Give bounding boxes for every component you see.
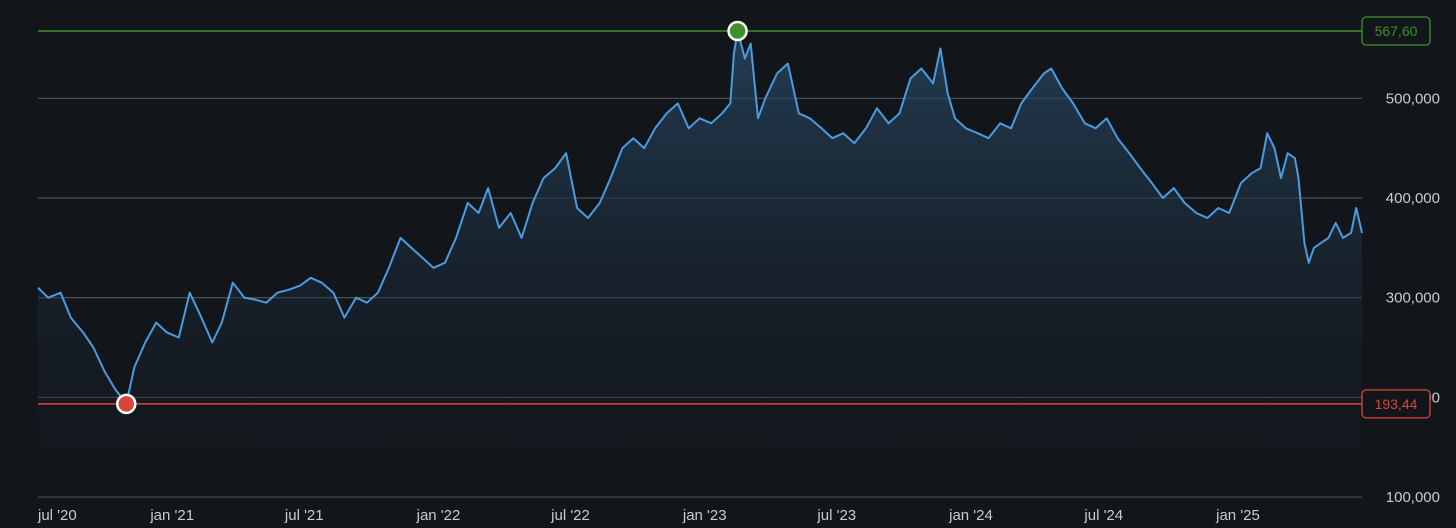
y-tick-label: 300,000 (1386, 290, 1440, 307)
low-badge (1361, 389, 1431, 419)
high-marker (727, 20, 748, 42)
y-tick-label: 100,000 (1386, 489, 1440, 506)
x-tick-label: jul '20 (37, 507, 77, 524)
high-badge (1361, 16, 1431, 46)
price-line (37, 30, 1363, 405)
price-area (38, 31, 1362, 497)
high-badge-label: 567,60 (1375, 23, 1418, 39)
low-marker (116, 393, 137, 415)
x-tick-label: jan '24 (948, 507, 993, 524)
x-tick-label: jan '23 (682, 507, 727, 524)
x-tick-label: jan '22 (416, 507, 461, 524)
y-tick-label: 400,000 (1386, 190, 1440, 207)
x-tick-label: jul '21 (284, 507, 324, 524)
x-axis-labels: jul '20 jan '21 jul '21 jan '22 jul '22 jan '… (37, 507, 1260, 524)
x-tick-label: jul '24 (1083, 507, 1123, 524)
y-tick-label: 500,000 (1386, 90, 1440, 107)
low-badge-label: 193,44 (1375, 396, 1418, 412)
extreme-markers (116, 20, 748, 415)
x-tick-label: jul '23 (816, 507, 856, 524)
x-tick-label: jan '21 (149, 507, 194, 524)
reference-lines (38, 30, 1362, 405)
price-badges: 567,60 193,44 (1361, 16, 1431, 419)
x-tick-label: jan '25 (1215, 507, 1260, 524)
x-tick-label: jul '22 (550, 507, 590, 524)
